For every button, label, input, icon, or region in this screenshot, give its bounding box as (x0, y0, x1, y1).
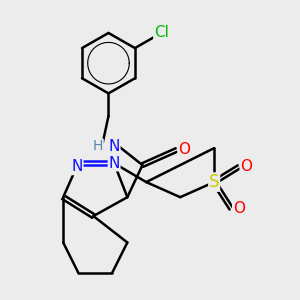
Text: N: N (109, 156, 120, 171)
Text: O: O (178, 142, 190, 158)
Text: H: H (93, 139, 103, 153)
Text: S: S (209, 173, 219, 191)
Text: N: N (71, 160, 83, 175)
Text: O: O (233, 201, 245, 216)
Text: O: O (240, 160, 252, 175)
Text: N: N (109, 139, 120, 154)
Text: Cl: Cl (154, 26, 169, 40)
